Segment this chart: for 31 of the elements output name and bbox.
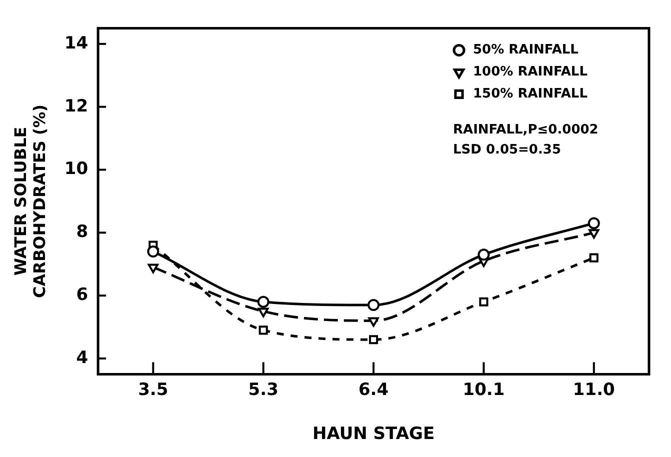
x-tick-label: 3.5 [138,380,168,400]
x-tick-label: 5.3 [248,380,278,400]
x-tick-label: 10.1 [462,380,505,400]
point [588,229,600,239]
y-axis-title: WATER SOLUBLE CARBOHYDRATES (%) [10,104,49,298]
point [257,296,270,308]
point [588,217,600,230]
point [368,335,378,344]
point [147,246,160,258]
legend-label: 150% RAINFALL [473,86,588,102]
y-tick-label: 12 [64,96,88,116]
point [258,326,268,335]
legend-label: 50% RAINFALL [473,42,578,58]
point [589,253,598,262]
annotation: LSD 0.05=0.35 [453,142,562,158]
y-tick-label: 10 [64,159,88,180]
point [368,317,379,327]
annotation: RAINFALL,P≤0.0002 [453,122,598,138]
x-tick-label: 6.4 [358,380,389,400]
point [258,308,269,318]
x-tick-label: 11.0 [572,380,616,400]
point [148,264,158,274]
y-tick-label: 6 [76,284,88,305]
point [478,248,490,261]
point [368,299,380,311]
point [479,297,488,306]
x-axis-title: HAUN STAGE [312,424,435,444]
y-tick-label: 4 [76,348,88,368]
legend-label: 100% RAINFALL [473,64,588,80]
y-tick-label: 14 [64,33,88,54]
y-tick-label: 8 [76,222,88,242]
